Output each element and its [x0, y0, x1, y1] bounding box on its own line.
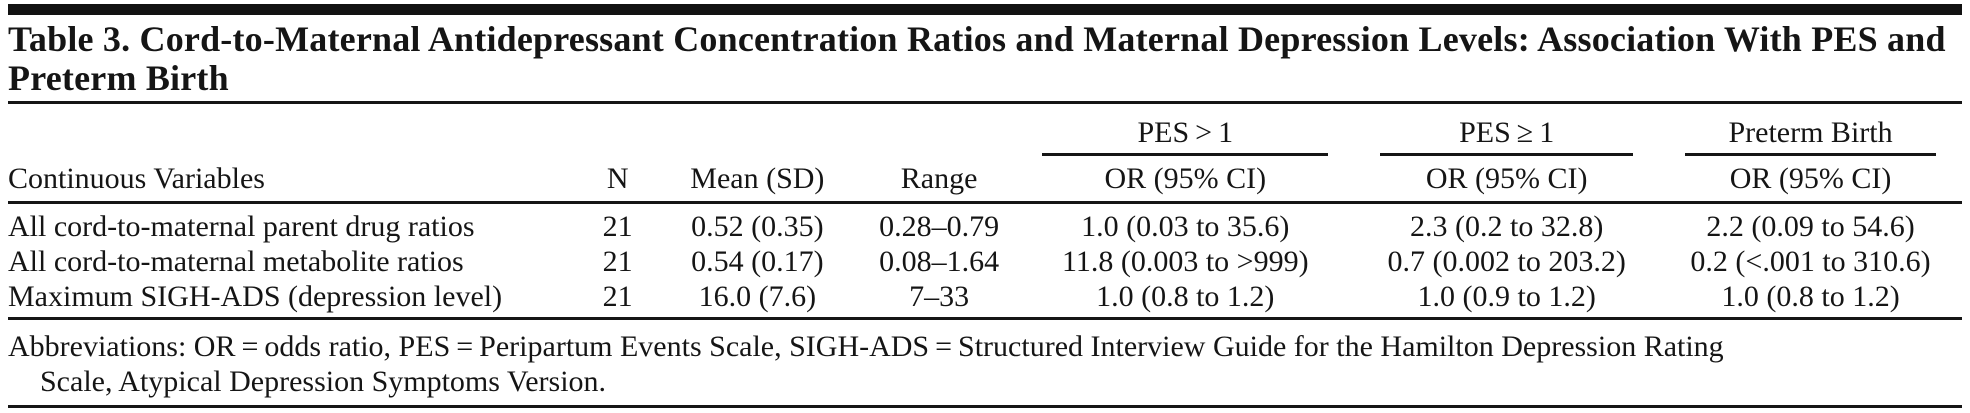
column-header-range: Range — [861, 156, 1017, 204]
cell-or-preterm: 2.2 (0.09 to 54.6) — [1706, 209, 1915, 243]
cell-n: 21 — [602, 244, 633, 278]
table-title: Table 3. Cord-to-Maternal Antidepressant… — [8, 15, 1962, 104]
statistics-table: PES > 1 PES ≥ 1 Preterm Birth Continuous… — [8, 104, 1962, 317]
column-header-or-ci-pes-gt1: OR (95% CI) — [1016, 156, 1355, 204]
spanner-pes-ge1: PES ≥ 1 — [1380, 116, 1634, 156]
cell-n: 21 — [602, 279, 633, 313]
column-header-or-ci-preterm: OR (95% CI) — [1659, 156, 1962, 204]
table-footnote: Abbreviations: OR = odds ratio, PES = Pe… — [8, 317, 1962, 408]
column-header-mean-sd: Mean (SD) — [652, 156, 862, 204]
cell-or-pes-ge1: 0.7 (0.002 to 203.2) — [1387, 244, 1626, 278]
cell-variable-label: All cord-to-maternal parent drug ratios — [8, 209, 475, 243]
table-row-metabolite-ratios: All cord-to-maternal metabolite ratios 2… — [8, 244, 1962, 279]
spanner-spacer — [582, 104, 652, 156]
cell-range: 0.28–0.79 — [879, 209, 1000, 243]
cell-n: 21 — [602, 209, 633, 243]
spanner-header-row: PES > 1 PES ≥ 1 Preterm Birth — [8, 104, 1962, 156]
cell-mean-sd: 16.0 (7.6) — [698, 279, 817, 313]
spanner-cell-pes-ge1: PES ≥ 1 — [1354, 104, 1659, 156]
cell-or-pes-gt1: 1.0 (0.8 to 1.2) — [1096, 279, 1275, 313]
table-row-max-sigh-ads: Maximum SIGH-ADS (depression level) 21 1… — [8, 279, 1962, 317]
footnote-line-1: Abbreviations: OR = odds ratio, PES = Pe… — [8, 330, 1724, 363]
footnote-line-2: Scale, Atypical Depression Symptoms Vers… — [40, 365, 607, 398]
cell-or-pes-gt1: 11.8 (0.003 to >999) — [1061, 244, 1309, 278]
table-head: PES > 1 PES ≥ 1 Preterm Birth Continuous… — [8, 104, 1962, 204]
spanner-spacer — [653, 104, 862, 156]
top-heavy-rule — [8, 4, 1962, 15]
cell-or-pes-gt1: 1.0 (0.03 to 35.6) — [1081, 209, 1290, 243]
column-header-variables: Continuous Variables — [8, 156, 583, 204]
spanner-spacer — [8, 104, 582, 156]
cell-or-pes-ge1: 2.3 (0.2 to 32.8) — [1410, 209, 1604, 243]
column-header-or-ci-pes-ge1: OR (95% CI) — [1354, 156, 1660, 204]
cell-range: 7–33 — [909, 279, 970, 313]
spanner-cell-pes-gt1: PES > 1 — [1016, 104, 1354, 156]
cell-range: 0.08–1.64 — [879, 244, 1000, 278]
table-body: All cord-to-maternal parent drug ratios … — [8, 203, 1962, 318]
spanner-pes-gt1: PES > 1 — [1042, 116, 1329, 156]
cell-mean-sd: 0.52 (0.35) — [691, 209, 824, 243]
cell-variable-label: Maximum SIGH-ADS (depression level) — [8, 279, 503, 313]
cell-mean-sd: 0.54 (0.17) — [691, 244, 824, 278]
cell-or-pes-ge1: 1.0 (0.9 to 1.2) — [1417, 279, 1596, 313]
spanner-preterm-birth: Preterm Birth — [1685, 116, 1936, 156]
spanner-cell-preterm-birth: Preterm Birth — [1659, 104, 1962, 156]
cell-or-preterm: 1.0 (0.8 to 1.2) — [1721, 279, 1900, 313]
column-header-n: N — [582, 156, 653, 204]
table-row-parent-drug-ratios: All cord-to-maternal parent drug ratios … — [8, 203, 1962, 245]
cell-or-preterm: 0.2 (<.001 to 310.6) — [1690, 244, 1931, 278]
column-header-row: Continuous Variables N Mean (SD) Range O… — [8, 156, 1962, 204]
spanner-spacer — [862, 104, 1016, 156]
cell-variable-label: All cord-to-maternal metabolite ratios — [8, 244, 464, 278]
